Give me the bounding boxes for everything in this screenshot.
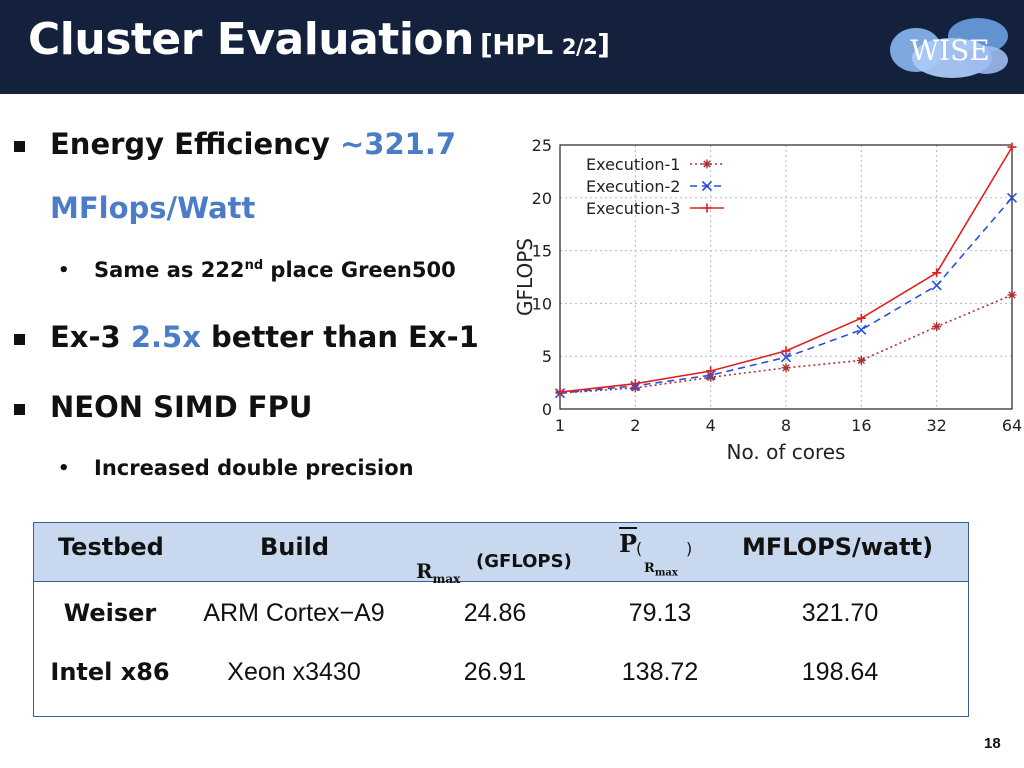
data-point-execution-2 xyxy=(931,280,942,291)
bullet-square-icon xyxy=(14,141,25,152)
bullet-energy-efficiency-unit: MFlops/Watt xyxy=(50,191,256,225)
legend-label: Execution-3 xyxy=(586,199,680,218)
header-power-paren-open: ( xyxy=(636,539,643,558)
legend-label: Execution-1 xyxy=(586,155,680,174)
cell-testbed: Intel x86 xyxy=(50,658,170,686)
x-axis-label: No. of cores xyxy=(727,440,846,464)
x-tick-label: 64 xyxy=(1002,416,1022,435)
data-point-execution-3 xyxy=(706,366,716,376)
wise-logo: WISE xyxy=(890,18,1008,78)
plot-frame xyxy=(559,144,1013,410)
header-mflops: MFLOPS/watt) xyxy=(742,533,934,561)
x-tick-label: 2 xyxy=(630,416,640,435)
data-point-execution-3 xyxy=(781,346,791,356)
results-table: Testbed Build Rmax (GFLOPS) P ( Rmax ) M… xyxy=(33,522,969,717)
cell-mflops: 198.64 xyxy=(801,658,879,686)
data-point-execution-1 xyxy=(1007,290,1017,300)
data-point-execution-3 xyxy=(856,313,866,323)
data-point-execution-2 xyxy=(1006,192,1018,203)
y-tick-label: 10 xyxy=(532,294,552,313)
slide-title: Cluster Evaluation [HPL 2/2] xyxy=(28,14,610,65)
series-line-execution-1 xyxy=(559,294,1013,394)
data-point-execution-1 xyxy=(781,363,791,373)
header-testbed: Testbed xyxy=(58,533,164,561)
slide-title-main: Cluster Evaluation xyxy=(28,14,474,65)
y-tick-label: 20 xyxy=(532,189,552,208)
y-tick-label: 0 xyxy=(542,400,552,419)
bullet-energy-efficiency: Energy Efficiency ~321.7 xyxy=(50,127,457,161)
bullet-dot-icon: • xyxy=(58,458,70,479)
svg-text:WISE: WISE xyxy=(910,34,989,67)
cell-mflops: 321.70 xyxy=(801,599,879,627)
y-tick-label: 15 xyxy=(532,242,552,261)
header-rmax: Rmax xyxy=(416,559,461,586)
x-tick-label: 8 xyxy=(781,416,791,435)
x-tick-label: 32 xyxy=(926,416,946,435)
bullet-square-icon xyxy=(14,334,25,345)
sub-bullet-double-precision: Increased double precision xyxy=(94,456,414,480)
bullet-neon-simd: NEON SIMD FPU xyxy=(50,390,313,424)
data-point-execution-3 xyxy=(555,387,565,397)
data-point-execution-3 xyxy=(1007,142,1017,152)
cell-rmax: 26.91 xyxy=(463,658,527,686)
title-bar: Cluster Evaluation [HPL 2/2] WISE xyxy=(0,0,1024,94)
data-point-execution-3 xyxy=(630,379,640,389)
bullet-dot-icon: • xyxy=(58,260,70,281)
page-number: 18 xyxy=(984,735,1001,752)
y-tick-label: 25 xyxy=(532,136,552,155)
header-rmax-unit: (GFLOPS) xyxy=(476,551,572,572)
data-point-execution-1 xyxy=(932,322,942,332)
cell-power: 79.13 xyxy=(628,599,692,627)
bullet-ex3-better: Ex-3 2.5x better than Ex-1 xyxy=(50,320,479,354)
x-tick-label: 1 xyxy=(555,416,565,435)
data-point-execution-1 xyxy=(706,372,716,382)
cell-build: Xeon x3430 xyxy=(227,658,361,686)
data-point-execution-2 xyxy=(780,352,792,363)
header-power-sub: Rmax xyxy=(644,561,678,579)
header-power: P xyxy=(619,529,638,558)
legend-marker xyxy=(701,180,713,192)
cell-build: ARM Cortex−A9 xyxy=(203,599,385,627)
bullet-square-icon xyxy=(14,404,25,415)
x-tick-label: 4 xyxy=(706,416,716,435)
sub-bullet-green500: Same as 222nd place Green500 xyxy=(94,258,456,282)
data-point-execution-3 xyxy=(932,268,942,278)
slide-title-suffix: [HPL 2/2] xyxy=(479,28,610,61)
header-power-paren-close: ) xyxy=(686,539,693,558)
cell-rmax: 24.86 xyxy=(463,599,527,627)
x-tick-label: 16 xyxy=(851,416,871,435)
legend-label: Execution-2 xyxy=(586,177,680,196)
cell-testbed: Weiser xyxy=(63,599,157,627)
legend-marker xyxy=(702,203,712,213)
y-tick-label: 5 xyxy=(542,347,552,366)
cell-power: 138.72 xyxy=(621,658,699,686)
header-build: Build xyxy=(260,533,330,561)
table-header: Testbed Build Rmax (GFLOPS) P ( Rmax ) M… xyxy=(34,523,968,586)
data-point-execution-1 xyxy=(856,355,866,365)
gflops-line-chart: 0 5 10 15 20 25 1 2 4 8 16 32 64 No. of cores GFLOPS Ex… xyxy=(513,136,1022,464)
data-point-execution-2 xyxy=(856,324,867,335)
y-axis-label: GFLOPS xyxy=(513,238,537,316)
legend-marker xyxy=(702,159,712,169)
